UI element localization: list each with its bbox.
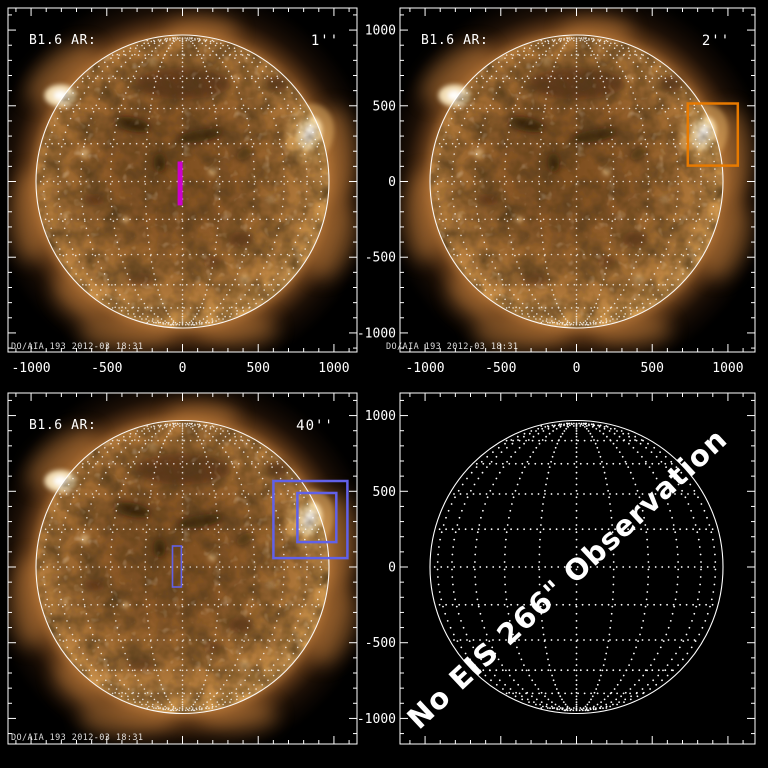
- eis-fov-overlay-1arcsec: [177, 161, 183, 206]
- eis-slit-marker: [177, 161, 183, 206]
- x-tick-label: -500: [91, 361, 122, 376]
- eis-fov-box: [272, 479, 349, 560]
- y-tick-label: 500: [373, 99, 396, 114]
- x-tick-label: 0: [573, 361, 581, 376]
- x-tick-label: -1000: [405, 361, 444, 376]
- panel2-credit: DO/AIA 193 2012-03 18:31: [386, 342, 518, 352]
- x-tick-label: 500: [246, 361, 269, 376]
- y-tick-label: 1000: [365, 409, 396, 424]
- x-tick-label: -1000: [11, 361, 50, 376]
- x-tick-label: -500: [485, 361, 516, 376]
- panel1-credit: DO/AIA 193 2012-03 18:31: [11, 342, 143, 352]
- x-tick-label: 0: [179, 361, 187, 376]
- axes-frame: [399, 7, 756, 353]
- panel2-header: B1.6 AR:: [421, 33, 488, 48]
- y-tick-label: 0: [388, 561, 396, 576]
- panel2-slit-size-label: 2'': [702, 33, 730, 49]
- panel1-header: B1.6 AR:: [29, 33, 96, 48]
- solar-limb-circle: [429, 419, 724, 715]
- panel3-header: B1.6 AR:: [29, 418, 96, 433]
- axes-frame: [399, 392, 756, 745]
- y-tick-label: -500: [365, 251, 396, 266]
- axis-ticks: [8, 8, 755, 744]
- y-tick-label: -500: [365, 636, 396, 651]
- panel-slit-2arcsec: [399, 7, 756, 353]
- x-tick-label: 1000: [318, 361, 349, 376]
- x-tick-label: 500: [640, 361, 663, 376]
- y-tick-label: 0: [388, 175, 396, 190]
- panel3-slit-size-label: 40'': [296, 418, 334, 434]
- y-tick-label: -1000: [357, 326, 396, 341]
- eis-fov-overlay-2arcsec: [686, 102, 740, 167]
- eis-fov-box: [686, 102, 740, 167]
- panel1-slit-size-label: 1'': [311, 33, 339, 49]
- axis-tick-labels: -1000 -500 0 500 1000 -1000 -500 0 500 1000 1000 50…: [11, 24, 743, 727]
- x-tick-label: 1000: [712, 361, 743, 376]
- heliographic-grid-globe: [433, 422, 717, 712]
- y-tick-label: -1000: [357, 712, 396, 727]
- panel3-credit: DO/AIA 193 2012-03 18:31: [11, 733, 143, 743]
- eis-fov-overlay-40arcsec: [171, 479, 349, 588]
- eis-fov-box: [171, 545, 183, 588]
- y-tick-label: 500: [373, 485, 396, 500]
- y-tick-label: 1000: [365, 24, 396, 39]
- eis-fov-box: [296, 491, 338, 544]
